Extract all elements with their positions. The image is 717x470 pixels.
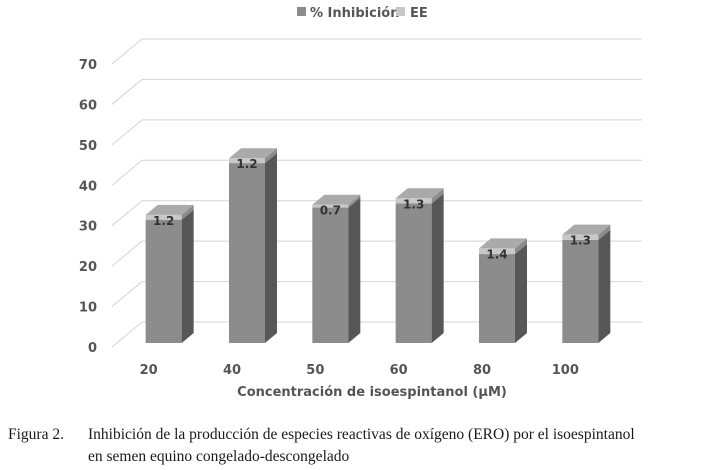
bar-side-inhibicion-50 xyxy=(348,197,361,343)
bar-inhibicion-60 xyxy=(395,203,432,343)
bar-top-60 xyxy=(395,188,444,199)
x-axis-label: Concentración de isoespintanol (µM) xyxy=(237,385,507,400)
bar-ee-80 xyxy=(479,248,515,255)
bar-side-inhibicion-100 xyxy=(598,229,611,343)
data-label-50: 0.7 xyxy=(320,204,341,218)
y-axis-ticks: 0 10 20 30 40 50 60 70 xyxy=(79,58,97,356)
bar-group-60: 1.3 xyxy=(395,188,444,343)
legend-label-ee: EE xyxy=(410,6,428,21)
y-tick-label: 30 xyxy=(79,220,97,235)
bar-ee-100 xyxy=(562,234,599,240)
bar-group-80: 1.4 xyxy=(479,238,527,343)
bar-side-inhibicion-20 xyxy=(181,209,194,343)
x-tick-label: 100 xyxy=(552,363,579,378)
gridline-diagonal xyxy=(111,119,143,146)
bar-side-inhibicion-40 xyxy=(265,153,277,343)
bar-inhibicion-40 xyxy=(229,163,265,343)
x-tick-label: 80 xyxy=(473,363,491,378)
data-label-40: 1.2 xyxy=(236,157,257,171)
x-tick-label: 50 xyxy=(306,363,324,378)
figure-caption: Figura 2. Inhibición de la producción de … xyxy=(8,424,713,468)
gridline-diagonal xyxy=(111,240,143,267)
bar-side-ee-50 xyxy=(348,194,361,208)
bar-group-20: 1.2 xyxy=(145,204,194,343)
bar-inhibicion-50 xyxy=(312,207,349,343)
bar-side-inhibicion-60 xyxy=(431,193,444,343)
bar-side-inhibicion-80 xyxy=(515,244,527,343)
caption-line-1: Inhibición de la producción de especies … xyxy=(88,426,635,443)
x-tick-label: 20 xyxy=(140,363,158,378)
x-tick-label: 40 xyxy=(223,363,241,378)
legend-label-inhibicion: % Inhibición xyxy=(310,6,399,21)
bar-group-100: 1.3 xyxy=(562,224,611,343)
bar-group-40: 1.2 xyxy=(229,148,277,343)
gridline-diagonal xyxy=(111,321,143,348)
bar-top-80 xyxy=(479,238,527,249)
y-tick-label: 20 xyxy=(79,260,97,275)
data-label-100: 1.3 xyxy=(570,234,591,248)
bar-side-ee-60 xyxy=(431,188,444,204)
y-tick-label: 60 xyxy=(79,98,97,113)
data-label-60: 1.3 xyxy=(403,197,424,211)
y-tick-label: 50 xyxy=(79,139,97,154)
bar-side-ee-20 xyxy=(181,204,194,220)
legend-swatch-inhibicion xyxy=(297,7,306,16)
gridline-diagonal xyxy=(111,38,143,65)
bar-top-50 xyxy=(312,194,361,205)
x-tick-label: 60 xyxy=(390,363,408,378)
bar-inhibicion-80 xyxy=(479,254,515,343)
bar-top-20 xyxy=(145,204,194,215)
x-axis-ticks: 20 40 50 60 80 100 xyxy=(140,363,579,378)
y-tick-label: 40 xyxy=(79,179,97,194)
bar-side-ee-40 xyxy=(265,148,277,164)
bar-inhibicion-100 xyxy=(562,239,599,343)
bar-ee-40 xyxy=(229,158,265,164)
y-tick-label: 70 xyxy=(79,58,97,73)
gridline-diagonal xyxy=(111,200,143,227)
bar-ee-20 xyxy=(145,214,182,220)
legend-swatch-ee xyxy=(396,7,405,16)
gridline-diagonal xyxy=(111,79,143,105)
gridlines xyxy=(111,38,642,348)
bar-ee-50 xyxy=(312,204,349,208)
bar-top-40 xyxy=(229,148,277,159)
bar-group-50: 0.7 xyxy=(312,194,361,343)
legend: % Inhibición EE xyxy=(297,6,428,21)
data-label-80: 1.4 xyxy=(486,247,507,261)
bar-chart: % Inhibición EE 0 10 20 30 40 50 60 70 1.2 1.2 0.… xyxy=(79,6,642,400)
gridline-diagonal xyxy=(111,159,143,186)
caption-number: Figura 2. xyxy=(8,426,64,443)
bars: 1.2 1.2 0.7 1.3 1.4 1.3 xyxy=(145,148,611,343)
bar-top-100 xyxy=(562,224,611,235)
gridline-diagonal xyxy=(111,281,143,307)
y-tick-label: 10 xyxy=(79,301,97,316)
bar-ee-60 xyxy=(395,198,432,204)
bar-inhibicion-20 xyxy=(145,219,182,343)
caption-line-2: en semen equino congelado-descongelado xyxy=(88,448,350,465)
bar-side-ee-80 xyxy=(515,238,527,255)
y-tick-label: 0 xyxy=(88,341,97,356)
bar-side-ee-100 xyxy=(598,224,611,240)
data-label-20: 1.2 xyxy=(153,214,174,228)
